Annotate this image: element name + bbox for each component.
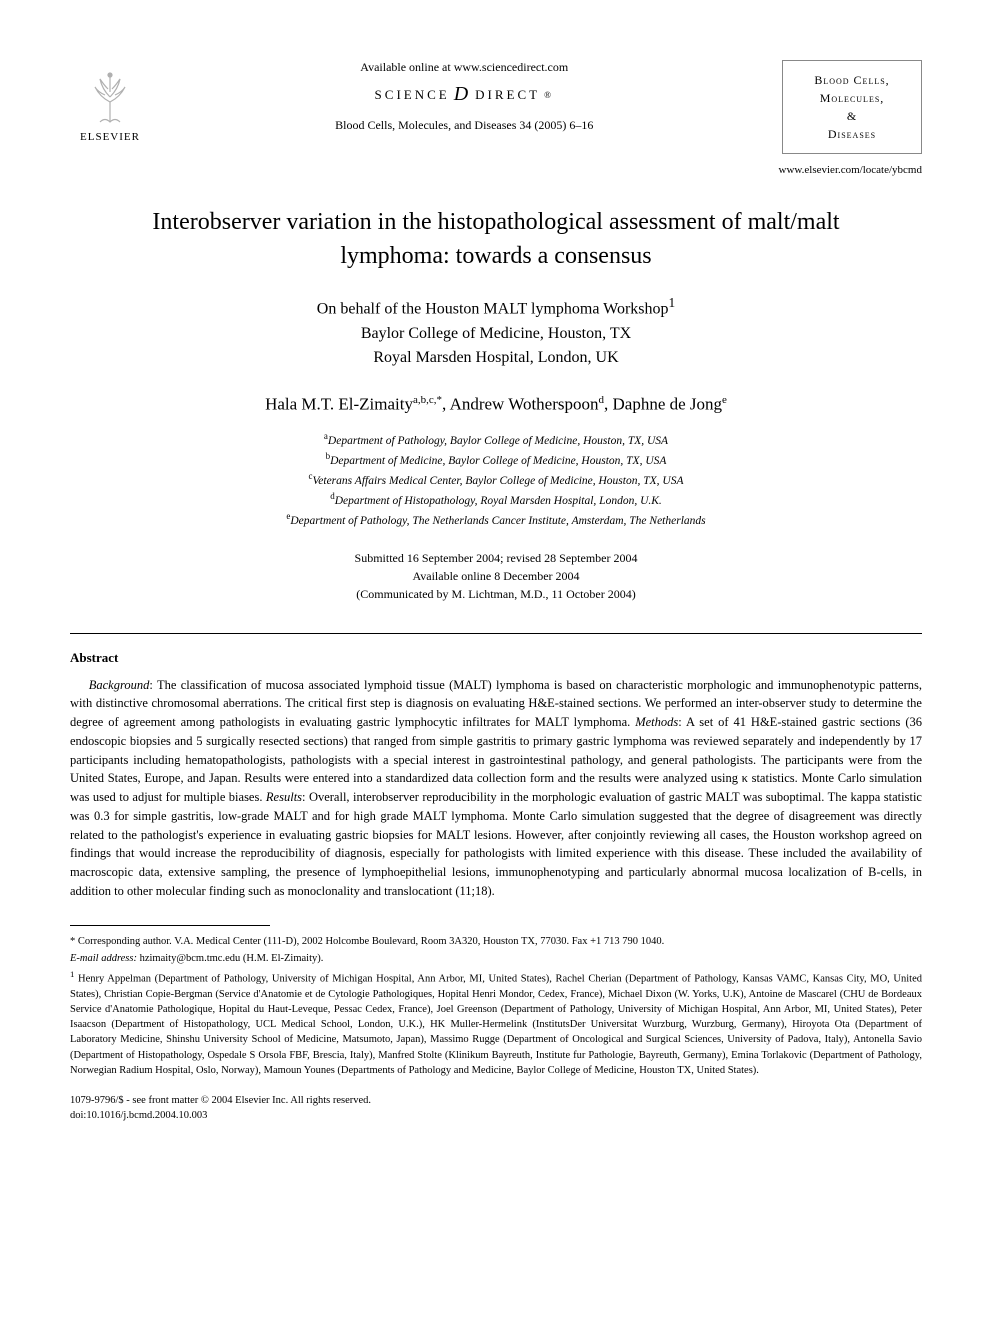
abstract-methods-label: Methods	[635, 715, 678, 729]
submitted-date: Submitted 16 September 2004; revised 28 …	[70, 549, 922, 567]
author-affil-ref: d	[599, 394, 605, 406]
abstract-heading: Abstract	[70, 650, 922, 666]
email-label: E-mail address:	[70, 953, 137, 964]
affiliation-text: Veterans Affairs Medical Center, Baylor …	[313, 475, 684, 487]
header-center: Available online at www.sciencedirect.co…	[150, 60, 779, 133]
journal-box-line: Diseases	[797, 125, 907, 143]
header-row: ELSEVIER Available online at www.science…	[70, 60, 922, 176]
journal-citation: Blood Cells, Molecules, and Diseases 34 …	[170, 118, 759, 133]
sd-suffix: DIRECT	[475, 87, 540, 103]
subtitle-line: Baylor College of Medicine, Houston, TX	[70, 322, 922, 346]
elsevier-tree-icon	[80, 67, 140, 127]
publisher-name: ELSEVIER	[80, 131, 140, 143]
available-online-text: Available online at www.sciencedirect.co…	[170, 60, 759, 75]
author-affil-ref: a,b,c,*	[413, 394, 442, 406]
footnotes-block: * Corresponding author. V.A. Medical Cen…	[70, 934, 922, 1078]
author-name: Daphne de Jong	[613, 394, 723, 413]
email-line: E-mail address: hzimaity@bcm.tmc.edu (H.…	[70, 951, 922, 966]
subtitle-block: On behalf of the Houston MALT lymphoma W…	[70, 293, 922, 369]
affiliation-text: Department of Pathology, Baylor College …	[328, 435, 668, 447]
authors-block: Hala M.T. El-Zimaitya,b,c,*, Andrew Woth…	[70, 394, 922, 415]
participants-footnote: 1 Henry Appelman (Department of Patholog…	[70, 968, 922, 1078]
participants-text: Henry Appelman (Department of Pathology,…	[70, 974, 922, 1076]
author-affil-ref: e	[722, 394, 727, 406]
publisher-logo: ELSEVIER	[70, 60, 150, 150]
communicated-date: (Communicated by M. Lichtman, M.D., 11 O…	[70, 585, 922, 603]
subtitle-line: Royal Marsden Hospital, London, UK	[70, 346, 922, 370]
journal-box-line: Blood Cells,	[797, 71, 907, 89]
affiliation-line: aDepartment of Pathology, Baylor College…	[70, 430, 922, 450]
affiliations-block: aDepartment of Pathology, Baylor College…	[70, 430, 922, 530]
subtitle-text: On behalf of the Houston MALT lymphoma W…	[317, 301, 669, 318]
journal-box-line: &	[797, 107, 907, 125]
affiliation-line: dDepartment of Histopathology, Royal Mar…	[70, 490, 922, 510]
affiliation-line: bDepartment of Medicine, Baylor College …	[70, 450, 922, 470]
author-name: Andrew Wotherspoon	[450, 394, 599, 413]
affiliation-line: eDepartment of Pathology, The Netherland…	[70, 510, 922, 530]
affiliation-text: Department of Medicine, Baylor College o…	[330, 455, 666, 467]
sd-prefix: SCIENCE	[375, 87, 450, 103]
subtitle-footnote-ref: 1	[669, 295, 676, 310]
footer-meta: 1079-9796/$ - see front matter © 2004 El…	[70, 1094, 922, 1123]
copyright-line: 1079-9796/$ - see front matter © 2004 El…	[70, 1094, 922, 1109]
footnote-divider	[70, 925, 270, 926]
affiliation-text: Department of Pathology, The Netherlands…	[290, 515, 705, 527]
journal-title-box: Blood Cells, Molecules, & Diseases	[782, 60, 922, 154]
sciencedirect-logo: SCIENCE d DIRECT ®	[170, 83, 759, 106]
article-title: Interobserver variation in the histopath…	[110, 206, 882, 273]
affiliation-text: Department of Histopathology, Royal Mars…	[335, 495, 662, 507]
dates-block: Submitted 16 September 2004; revised 28 …	[70, 549, 922, 603]
available-date: Available online 8 December 2004	[70, 567, 922, 585]
sd-reg-icon: ®	[544, 90, 554, 100]
abstract-body: Background: The classification of mucosa…	[70, 676, 922, 901]
affiliation-line: cVeterans Affairs Medical Center, Baylor…	[70, 470, 922, 490]
doi-line: doi:10.1016/j.bcmd.2004.10.003	[70, 1109, 922, 1124]
abstract-background-label: Background	[89, 678, 150, 692]
corresponding-author-note: * Corresponding author. V.A. Medical Cen…	[70, 934, 922, 949]
subtitle-line: On behalf of the Houston MALT lymphoma W…	[70, 293, 922, 321]
section-divider	[70, 633, 922, 634]
locate-url: www.elsevier.com/locate/ybcmd	[779, 164, 922, 176]
sd-at-icon: d	[454, 83, 471, 106]
email-value: hzimaity@bcm.tmc.edu (H.M. El-Zimaity).	[137, 953, 323, 964]
header-right: Blood Cells, Molecules, & Diseases www.e…	[779, 60, 922, 176]
journal-box-line: Molecules,	[797, 89, 907, 107]
page-container: ELSEVIER Available online at www.science…	[0, 0, 992, 1163]
abstract-results-label: Results	[266, 790, 302, 804]
author-name: Hala M.T. El-Zimaity	[265, 394, 413, 413]
abstract-results-text: : Overall, interobserver reproducibility…	[70, 790, 922, 898]
